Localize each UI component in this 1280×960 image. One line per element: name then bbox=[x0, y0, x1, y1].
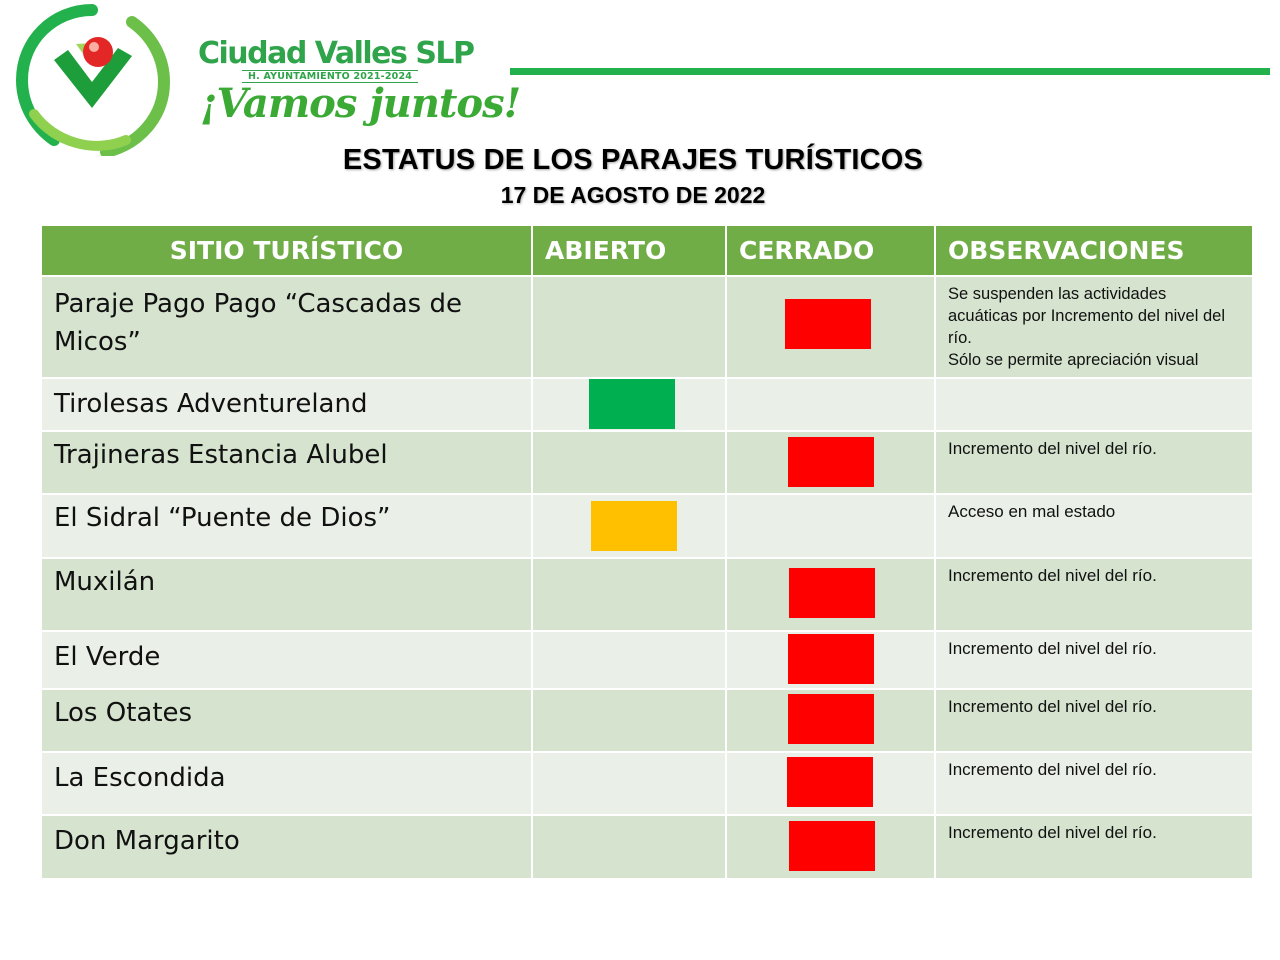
open-cell bbox=[531, 275, 727, 379]
open-cell bbox=[531, 377, 727, 432]
closed-cell bbox=[725, 493, 936, 559]
column-header-observations: OBSERVACIONES bbox=[934, 224, 1254, 277]
column-header-closed: CERRADO bbox=[725, 224, 936, 277]
open-cell bbox=[531, 630, 727, 690]
closed-status-indicator bbox=[787, 757, 873, 807]
site-name: Paraje Pago Pago “Cascadas de Micos” bbox=[40, 275, 533, 379]
site-name: Don Margarito bbox=[40, 814, 533, 880]
table-header-row: SITIO TURÍSTICO ABIERTO CERRADO OBSERVAC… bbox=[40, 224, 1254, 277]
closed-status-indicator bbox=[788, 634, 874, 684]
column-header-site: SITIO TURÍSTICO bbox=[40, 224, 533, 277]
observation: Se suspenden las actividades acuáticas p… bbox=[934, 275, 1254, 379]
brand-subtitle: H. AYUNTAMIENTO 2021-2024 bbox=[242, 70, 419, 83]
site-name: Tirolesas Adventureland bbox=[40, 377, 533, 432]
closed-cell bbox=[725, 688, 936, 753]
open-cell bbox=[531, 814, 727, 880]
table-row: Trajineras Estancia Alubel Incremento de… bbox=[40, 430, 1254, 495]
observation: Incremento del nivel del río. bbox=[934, 630, 1254, 690]
observation: Incremento del nivel del río. bbox=[934, 430, 1254, 495]
site-name: Los Otates bbox=[40, 688, 533, 753]
closed-status-indicator bbox=[789, 568, 875, 618]
closed-status-indicator bbox=[785, 299, 871, 349]
brand-block: Ciudad Valles SLP H. AYUNTAMIENTO 2021-2… bbox=[198, 30, 521, 140]
brand-name: Ciudad Valles SLP bbox=[198, 36, 475, 71]
open-cell bbox=[531, 557, 727, 632]
site-name: Muxilán bbox=[40, 557, 533, 632]
open-cell bbox=[531, 493, 727, 559]
site-name: La Escondida bbox=[40, 751, 533, 816]
observation: Incremento del nivel del río. bbox=[934, 814, 1254, 880]
ciudad-valles-logo-icon bbox=[15, 4, 170, 156]
column-header-open: ABIERTO bbox=[531, 224, 727, 277]
table-row: La Escondida Incremento del nivel del rí… bbox=[40, 751, 1254, 816]
site-name: El Sidral “Puente de Dios” bbox=[40, 493, 533, 559]
page-date: 17 DE AGOSTO DE 2022 bbox=[500, 182, 766, 208]
closed-status-indicator bbox=[788, 437, 874, 487]
open-cell bbox=[531, 688, 727, 753]
table-row: Paraje Pago Pago “Cascadas de Micos” Se … bbox=[40, 275, 1254, 379]
closed-cell bbox=[725, 430, 936, 495]
closed-cell bbox=[725, 814, 936, 880]
observation: Incremento del nivel del río. bbox=[934, 557, 1254, 632]
closed-status-indicator bbox=[788, 694, 874, 744]
closed-cell bbox=[725, 275, 936, 379]
open-cell bbox=[531, 430, 727, 495]
open-cell bbox=[531, 751, 727, 816]
observation bbox=[934, 377, 1254, 432]
table-row: Muxilán Incremento del nivel del río. bbox=[40, 557, 1254, 632]
closed-cell bbox=[725, 377, 936, 432]
closed-cell bbox=[725, 751, 936, 816]
observation: Incremento del nivel del río. bbox=[934, 688, 1254, 753]
observation: Incremento del nivel del río. bbox=[934, 751, 1254, 816]
table-row: Don Margarito Incremento del nivel del r… bbox=[40, 814, 1254, 880]
status-table: SITIO TURÍSTICO ABIERTO CERRADO OBSERVAC… bbox=[40, 224, 1254, 880]
table-row: El Sidral “Puente de Dios” Acceso en mal… bbox=[40, 493, 1254, 559]
table-row: Tirolesas Adventureland bbox=[40, 377, 1254, 432]
closed-cell bbox=[725, 630, 936, 690]
page-title: ESTATUS DE LOS PARAJES TURÍSTICOS bbox=[342, 144, 924, 176]
closed-status-indicator bbox=[789, 821, 875, 871]
header-rule bbox=[510, 68, 1270, 75]
observation: Acceso en mal estado bbox=[934, 493, 1254, 559]
caution-status-indicator bbox=[591, 501, 677, 551]
table-row: Los Otates Incremento del nivel del río. bbox=[40, 688, 1254, 753]
site-name: Trajineras Estancia Alubel bbox=[40, 430, 533, 495]
open-status-indicator bbox=[589, 379, 675, 429]
closed-cell bbox=[725, 557, 936, 632]
brand-slogan: ¡Vamos juntos! bbox=[200, 80, 521, 127]
table-row: El Verde Incremento del nivel del río. bbox=[40, 630, 1254, 690]
site-name: El Verde bbox=[40, 630, 533, 690]
